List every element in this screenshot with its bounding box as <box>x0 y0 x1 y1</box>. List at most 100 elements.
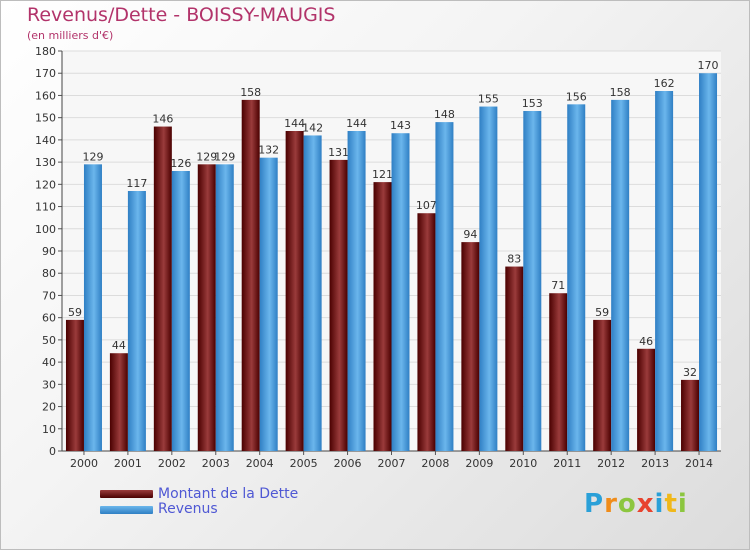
x-tick-label: 2011 <box>553 457 581 470</box>
debt-value-label: 59 <box>68 306 82 319</box>
debt-value-label: 158 <box>240 86 261 99</box>
debt-value-label: 59 <box>595 306 609 319</box>
revenue-value-label: 117 <box>126 177 147 190</box>
y-tick-label: 50 <box>42 334 56 347</box>
x-tick-label: 2007 <box>378 457 406 470</box>
revenue-bar <box>611 99 630 451</box>
revenue-value-label: 132 <box>258 144 279 157</box>
proxiti-logo: Proxiti <box>584 489 688 519</box>
revenue-bar <box>127 191 146 451</box>
debt-bar <box>681 379 700 451</box>
debt-bar <box>285 131 304 451</box>
y-tick-label: 60 <box>42 312 56 325</box>
debt-bar <box>197 164 216 452</box>
x-tick-label: 2001 <box>114 457 142 470</box>
y-tick-label: 10 <box>42 423 56 436</box>
logo-letter: x <box>636 489 655 519</box>
legend-label-debt: Montant de la Dette <box>158 486 299 502</box>
debt-value-label: 94 <box>463 228 477 241</box>
debt-bar <box>549 293 568 451</box>
revenue-bar <box>347 131 366 451</box>
revenue-bar <box>567 104 586 451</box>
debt-bar <box>461 242 480 451</box>
revenue-value-label: 142 <box>302 121 323 134</box>
x-tick-label: 2008 <box>421 457 449 470</box>
debt-value-label: 121 <box>372 168 393 181</box>
y-tick-label: 140 <box>35 134 56 147</box>
y-tick-label: 180 <box>35 45 56 58</box>
logo-letter: i <box>654 489 665 519</box>
revenue-value-label: 129 <box>82 150 103 163</box>
debt-bar <box>417 213 436 451</box>
debt-value-label: 131 <box>328 146 349 159</box>
revenue-bar <box>699 73 718 451</box>
y-tick-label: 170 <box>35 67 56 80</box>
x-tick-label: 2004 <box>246 457 274 470</box>
revenue-value-label: 153 <box>522 97 543 110</box>
revenue-value-label: 158 <box>610 86 631 99</box>
debt-bar <box>153 126 172 452</box>
logo-letter: t <box>664 489 678 519</box>
debt-value-label: 44 <box>112 339 126 352</box>
logo-letter: P <box>584 489 605 519</box>
revenue-bar <box>435 122 454 451</box>
logo-letter: i <box>677 489 688 519</box>
x-tick-label: 2006 <box>334 457 362 470</box>
y-tick-label: 100 <box>35 223 56 236</box>
x-tick-label: 2012 <box>597 457 625 470</box>
debt-bar <box>637 348 656 451</box>
legend-swatch-revenue <box>100 506 153 514</box>
chart-subtitle: (en milliers d'€) <box>27 29 114 42</box>
x-tick-label: 2003 <box>202 457 230 470</box>
revenue-value-label: 126 <box>170 157 191 170</box>
x-tick-label: 2014 <box>685 457 713 470</box>
revenue-bar <box>479 106 498 452</box>
revenue-bar <box>655 91 674 451</box>
y-tick-label: 20 <box>42 401 56 414</box>
revenue-bar <box>259 157 278 451</box>
y-tick-label: 110 <box>35 201 56 214</box>
revenue-bar <box>215 164 234 452</box>
revenue-bar <box>391 133 410 451</box>
revenue-bar <box>303 135 322 451</box>
x-tick-label: 2010 <box>509 457 537 470</box>
debt-value-label: 129 <box>196 150 217 163</box>
x-tick-label: 2002 <box>158 457 186 470</box>
logo-letter: o <box>617 489 637 519</box>
y-tick-label: 0 <box>49 445 56 458</box>
debt-bar <box>241 99 260 451</box>
debt-value-label: 46 <box>639 335 653 348</box>
revenue-bar <box>171 171 190 451</box>
revenue-value-label: 162 <box>654 77 675 90</box>
revenue-bar <box>523 111 542 451</box>
revenue-value-label: 148 <box>434 108 455 121</box>
logo-letter: r <box>604 489 618 519</box>
y-tick-label: 120 <box>35 178 56 191</box>
y-tick-label: 40 <box>42 356 56 369</box>
debt-value-label: 71 <box>551 279 565 292</box>
revenue-value-label: 170 <box>698 59 719 72</box>
x-tick-label: 2005 <box>290 457 318 470</box>
legend-label-revenue: Revenus <box>158 501 218 517</box>
debt-bar <box>65 319 84 451</box>
debt-value-label: 32 <box>683 366 697 379</box>
revenue-value-label: 129 <box>214 150 235 163</box>
y-tick-label: 150 <box>35 112 56 125</box>
legend-swatch-debt <box>100 490 153 498</box>
x-tick-label: 2013 <box>641 457 669 470</box>
debt-bar <box>373 182 392 451</box>
debt-bar <box>109 353 128 451</box>
debt-value-label: 146 <box>152 113 173 126</box>
debt-bar <box>593 319 612 451</box>
debt-value-label: 144 <box>284 117 305 130</box>
revenue-value-label: 156 <box>566 90 587 103</box>
debt-bar <box>329 159 348 451</box>
y-tick-label: 160 <box>35 89 56 102</box>
revenue-value-label: 144 <box>346 117 367 130</box>
y-tick-label: 90 <box>42 245 56 258</box>
revenue-value-label: 143 <box>390 119 411 132</box>
x-tick-label: 2000 <box>70 457 98 470</box>
revenue-bar <box>83 164 102 452</box>
